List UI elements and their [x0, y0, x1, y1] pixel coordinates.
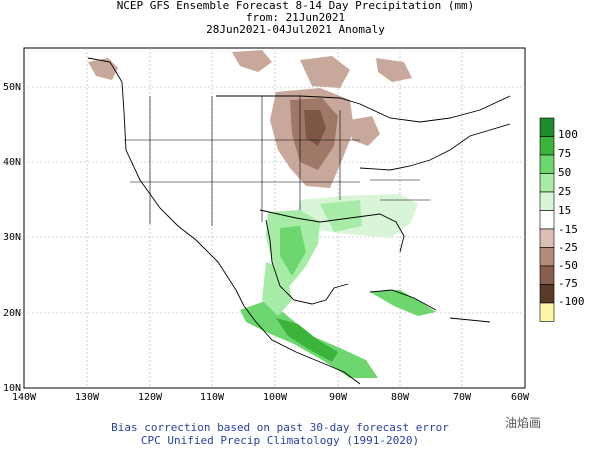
wet-region-mexico-inner [276, 318, 338, 362]
wet-region-gulf-states [320, 200, 362, 232]
dry-anomaly-regions [88, 50, 412, 188]
colorbar-swatch [539, 154, 555, 174]
dry-region-midwest-core [304, 110, 326, 146]
lat-label-10n: 10N [3, 383, 21, 394]
colorbar-swatch [539, 284, 555, 304]
colorbar-label-neg75: -75 [558, 277, 578, 290]
lon-label-60w: 60W [511, 392, 530, 403]
colorbar-label-neg15: -15 [558, 223, 578, 236]
lon-label-80w: 80W [391, 392, 410, 403]
colorbar-label-50: 50 [558, 166, 572, 179]
dry-region-canada-east [376, 58, 412, 82]
colorbar-swatch [539, 210, 555, 230]
colorbar-label-15: 15 [558, 204, 572, 217]
colorbar-label-25: 25 [558, 185, 572, 198]
dry-region-canada-central [300, 56, 350, 88]
chart-title-line2: from: 21Jun2021 [245, 11, 346, 24]
colorbar-swatch [539, 247, 555, 267]
lon-label-130w: 130W [75, 392, 100, 403]
footer-line2: CPC Unified Precip Climatology (1991-202… [140, 434, 420, 447]
colorbar-swatch [539, 228, 555, 248]
lat-label-30n: 30N [3, 232, 21, 243]
watermark-text: 油焰画 [505, 416, 542, 430]
colorbar [539, 117, 555, 322]
colorbar-label-100: 100 [558, 128, 578, 141]
colorbar-swatch [539, 302, 555, 322]
lon-label-120w: 120W [138, 392, 163, 403]
colorbar-label-neg100: -100 [558, 295, 585, 308]
colorbar-label-neg50: -50 [558, 259, 578, 272]
lat-tick-labels: 50N 40N 30N 20N 10N [3, 82, 21, 394]
lon-label-110w: 110W [200, 392, 225, 403]
colorbar-label-neg25: -25 [558, 241, 578, 254]
colorbar-swatch [539, 191, 555, 211]
coastlines [87, 57, 511, 385]
state-borders [124, 96, 430, 226]
dry-region-great-lakes [350, 116, 380, 146]
wet-region-cuba [370, 290, 436, 316]
lat-label-20n: 20N [3, 308, 21, 319]
wet-region-texas-inner [280, 226, 306, 276]
colorbar-swatch [539, 265, 555, 285]
lon-tick-labels: 140W 130W 120W 110W 100W 90W 80W 70W 60W [12, 392, 530, 403]
wet-region-mexico-north [262, 262, 292, 316]
footer-line1: Bias correction based on past 30-day for… [111, 421, 449, 434]
colorbar-swatch [539, 173, 555, 193]
lon-label-140w: 140W [12, 392, 37, 403]
colorbar-label-75: 75 [558, 147, 572, 160]
lat-label-40n: 40N [3, 157, 21, 168]
dry-region-canada-west [232, 50, 272, 72]
chart-title-line1: NCEP GFS Ensemble Forecast 8-14 Day Prec… [116, 0, 475, 12]
colorbar-swatch [539, 117, 555, 137]
lon-label-70w: 70W [453, 392, 472, 403]
lon-label-90w: 90W [329, 392, 348, 403]
lon-label-100w: 100W [263, 392, 288, 403]
chart-title-line3: 28Jun2021-04Jul2021 Anomaly [206, 23, 385, 36]
lat-label-50n: 50N [3, 82, 21, 93]
wet-anomaly-regions [240, 194, 436, 378]
colorbar-swatch [539, 136, 555, 156]
